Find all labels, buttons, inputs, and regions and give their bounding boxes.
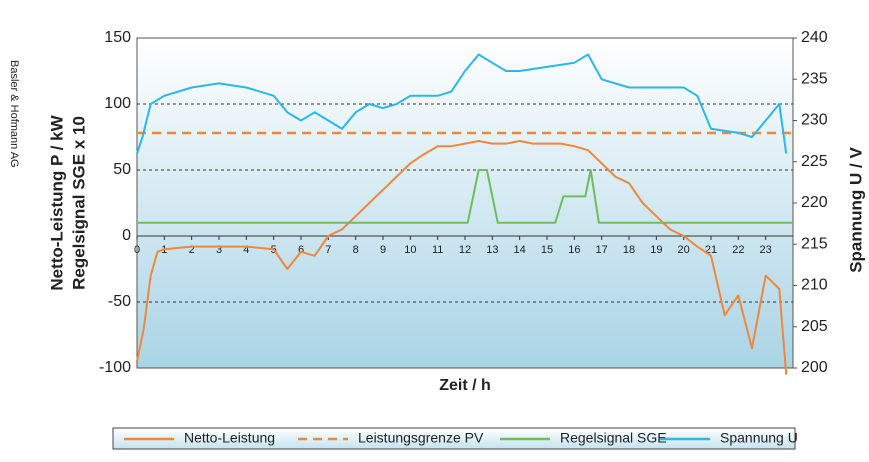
y2-tick-label: 210 xyxy=(801,277,828,294)
legend-label: Spannung U xyxy=(720,430,798,446)
y2-tick-label: 230 xyxy=(801,112,828,129)
y2-tick-label: 200 xyxy=(801,359,828,376)
x-tick-label: 8 xyxy=(353,244,359,256)
x-tick-label: 0 xyxy=(134,244,140,256)
y2-tick-label: 215 xyxy=(801,235,828,252)
y-tick-label: 50 xyxy=(113,161,131,178)
x-tick-label: 22 xyxy=(732,244,744,256)
y2-tick-label: 225 xyxy=(801,153,828,170)
legend-label: Netto-Leistung xyxy=(184,430,275,446)
chart: Basler & Hofmann AG Netto-Leistung P / k… xyxy=(0,0,869,457)
x-tick-label: 7 xyxy=(325,244,331,256)
y-axis-label: Regelsignal SGE x 10 xyxy=(69,116,88,290)
x-tick-label: 9 xyxy=(380,244,386,256)
x-tick-label: 20 xyxy=(678,244,690,256)
x-tick-label: 14 xyxy=(514,244,526,256)
x-tick-label: 11 xyxy=(432,244,443,256)
x-tick-label: 15 xyxy=(541,244,553,256)
x-tick-label: 19 xyxy=(650,244,662,256)
legend-label: Regelsignal SGE xyxy=(560,430,667,446)
y-axis-label: Netto-Leistung P / kW xyxy=(47,114,66,290)
x-tick-label: 17 xyxy=(596,244,608,256)
y-tick-label: 150 xyxy=(104,29,131,46)
y2-tick-label: 240 xyxy=(801,29,828,46)
x-tick-label: 10 xyxy=(404,244,416,256)
y2-axis-label: Spannung U / V xyxy=(846,147,865,273)
y2-tick-label: 235 xyxy=(801,70,828,87)
y-tick-label: -100 xyxy=(99,359,131,376)
x-tick-label: 12 xyxy=(459,244,471,256)
x-tick-label: 13 xyxy=(486,244,498,256)
x-tick-label: 23 xyxy=(760,244,772,256)
legend-label: Leistungsgrenze PV xyxy=(358,430,484,446)
y-tick-label: -50 xyxy=(108,293,131,310)
x-tick-label: 16 xyxy=(568,244,580,256)
x-axis-label: Zeit / h xyxy=(439,377,491,394)
plot-area xyxy=(137,38,793,368)
y-tick-label: 100 xyxy=(104,95,131,112)
y-tick-label: 0 xyxy=(122,227,131,244)
credit: Basler & Hofmann AG xyxy=(8,60,20,168)
y2-tick-label: 220 xyxy=(801,194,828,211)
x-tick-label: 18 xyxy=(623,244,635,256)
y2-tick-label: 205 xyxy=(801,318,828,335)
